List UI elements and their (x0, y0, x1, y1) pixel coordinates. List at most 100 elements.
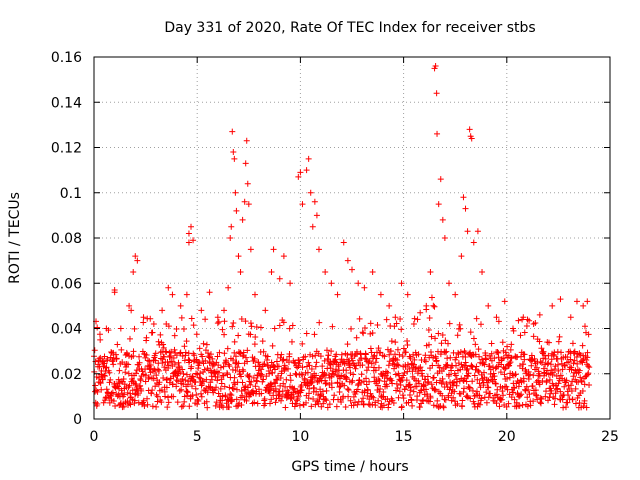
data-point (239, 379, 246, 386)
data-point (369, 268, 376, 275)
data-point (279, 393, 286, 400)
data-point (564, 354, 571, 361)
data-point (153, 403, 160, 410)
data-point (136, 353, 143, 360)
data-point (446, 371, 453, 378)
data-point (532, 391, 539, 398)
data-point (368, 349, 375, 356)
data-point (433, 379, 440, 386)
data-point (429, 362, 436, 369)
data-point (244, 180, 251, 187)
data-point (504, 343, 511, 350)
x-tick-label: 25 (601, 429, 619, 445)
data-point (425, 378, 432, 385)
data-point (423, 386, 430, 393)
data-point (221, 307, 228, 314)
data-point (359, 362, 366, 369)
data-point (185, 230, 192, 237)
data-point (208, 376, 215, 383)
data-point (377, 291, 384, 298)
data-point (345, 393, 352, 400)
data-point (460, 194, 467, 201)
data-point (114, 341, 121, 348)
data-point (220, 363, 227, 370)
data-point (555, 338, 562, 345)
data-point (418, 387, 425, 394)
data-point (303, 167, 310, 174)
data-point (120, 376, 127, 383)
data-point (577, 351, 584, 358)
data-point (104, 355, 111, 362)
data-point (430, 302, 437, 309)
data-point (488, 350, 495, 357)
data-point (462, 353, 469, 360)
data-point (150, 320, 157, 327)
data-point (240, 368, 247, 375)
data-point (430, 374, 437, 381)
data-point (140, 397, 147, 404)
data-point (483, 399, 490, 406)
data-point (439, 216, 446, 223)
data-point (407, 384, 414, 391)
data-point (571, 357, 578, 364)
data-point (470, 335, 477, 342)
data-point (422, 376, 429, 383)
data-point (253, 377, 260, 384)
data-point (569, 340, 576, 347)
data-point (297, 169, 304, 176)
data-point (296, 360, 303, 367)
data-point (436, 364, 443, 371)
data-point (311, 331, 318, 338)
data-point (580, 302, 587, 309)
data-point (472, 351, 479, 358)
data-point (551, 366, 558, 373)
data-point (417, 364, 424, 371)
data-point (561, 383, 568, 390)
data-point (173, 383, 180, 390)
data-point (113, 355, 120, 362)
data-point (510, 389, 517, 396)
data-point (188, 363, 195, 370)
data-point (349, 357, 356, 364)
data-point (493, 314, 500, 321)
data-point (286, 350, 293, 357)
data-point (358, 379, 365, 386)
data-point (395, 362, 402, 369)
data-point (355, 280, 362, 287)
data-point (445, 340, 452, 347)
data-point (218, 402, 225, 409)
data-point (437, 176, 444, 183)
data-point (567, 314, 574, 321)
data-point (113, 380, 120, 387)
data-point (275, 392, 282, 399)
data-point (349, 377, 356, 384)
data-point (220, 372, 227, 379)
data-point (194, 396, 201, 403)
data-point (177, 349, 184, 356)
data-point (154, 366, 161, 373)
data-point (333, 403, 340, 410)
data-point (483, 389, 490, 396)
data-point (173, 352, 180, 359)
data-point (310, 395, 317, 402)
data-point (400, 372, 407, 379)
data-point (270, 392, 277, 399)
data-point (214, 353, 221, 360)
data-point (448, 367, 455, 374)
data-point (486, 363, 493, 370)
data-point (206, 289, 213, 296)
data-point (100, 399, 107, 406)
data-point (515, 317, 522, 324)
data-point (233, 386, 240, 393)
data-point (422, 358, 429, 365)
data-point (388, 338, 395, 345)
data-point (406, 365, 413, 372)
data-point (492, 380, 499, 387)
data-point (269, 342, 276, 349)
y-tick-label: 0.04 (51, 322, 82, 338)
data-point (150, 375, 157, 382)
data-point (385, 362, 392, 369)
data-point (559, 396, 566, 403)
data-point (191, 352, 198, 359)
data-point (312, 363, 319, 370)
